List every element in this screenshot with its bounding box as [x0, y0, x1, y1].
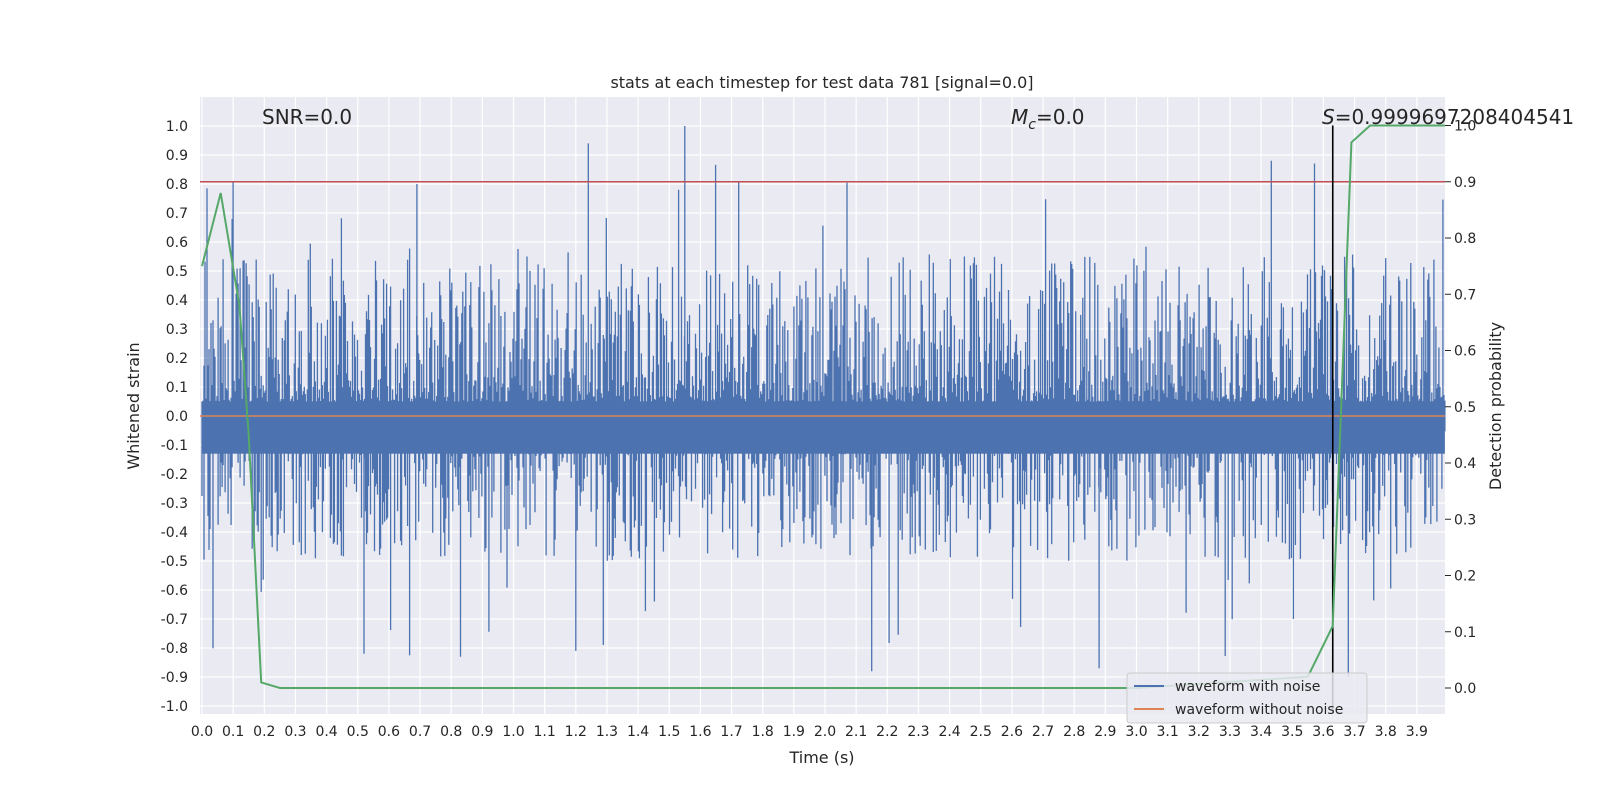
y-tick-label: -0.8 — [161, 641, 188, 657]
y2-tick-label: 0.3 — [1454, 512, 1476, 528]
x-tick-label: 3.6 — [1312, 724, 1334, 740]
y-tick-label: -0.9 — [161, 670, 188, 686]
waveform-with-noise-core — [202, 407, 1445, 454]
y-tick-label: 0.5 — [166, 264, 188, 280]
x-tick-label: 0.9 — [471, 724, 493, 740]
x-tick-label: 3.7 — [1343, 724, 1365, 740]
x-tick-label: 0.3 — [284, 724, 306, 740]
y-tick-label: -0.2 — [161, 467, 188, 483]
x-tick-label: 2.2 — [876, 724, 898, 740]
y-tick-label: 0.9 — [166, 148, 188, 164]
y-tick-label: -0.3 — [161, 496, 188, 512]
y-tick-label: -0.7 — [161, 612, 188, 628]
x-tick-label: 2.6 — [1001, 724, 1023, 740]
y-tick-label: 0.6 — [166, 235, 188, 251]
x-tick-label: 2.0 — [814, 724, 836, 740]
y-tick-label: 0.1 — [166, 380, 188, 396]
x-tick-label: 1.3 — [596, 724, 618, 740]
x-tick-label: 1.8 — [752, 724, 774, 740]
x-axis-label: Time (s) — [788, 748, 854, 767]
y-tick-label: -0.5 — [161, 554, 188, 570]
x-tick-label: 3.3 — [1219, 724, 1241, 740]
y2-tick-label: 0.0 — [1454, 681, 1476, 697]
x-tick-label: 1.2 — [565, 724, 587, 740]
y2-tick-label: 0.9 — [1454, 175, 1476, 191]
legend-label-clean: waveform without noise — [1175, 702, 1343, 718]
x-tick-label: 2.9 — [1094, 724, 1116, 740]
y-tick-label: 0.4 — [166, 293, 188, 309]
x-tick-label: 2.3 — [907, 724, 929, 740]
waveform-with-noise-series — [201, 126, 1446, 677]
s-symbol: S — [1322, 105, 1335, 129]
x-tick-label: 2.5 — [970, 724, 992, 740]
x-tick-label: 2.8 — [1063, 724, 1085, 740]
x-tick-label: 1.9 — [783, 724, 805, 740]
x-tick-label: 0.0 — [191, 724, 213, 740]
y2-tick-label: 0.4 — [1454, 456, 1476, 472]
y-tick-labels: 1.0 0.9 0.8 0.7 0.6 0.5 0.4 0.3 0.2 0.1 0.0 -0.1 -0.… — [161, 119, 188, 715]
mc-symbol: M — [1011, 105, 1028, 129]
snr-annotation: SNR=0.0 — [262, 105, 352, 129]
y2-tick-labels: 1.0 0.9 0.8 0.7 0.6 0.5 0.4 0.3 0.2 0.1 0.0 — [1445, 119, 1476, 697]
s-value: =0.9999697208404541 — [1335, 105, 1574, 129]
x-tick-label: 2.4 — [938, 724, 960, 740]
y-tick-label: -0.4 — [161, 525, 188, 541]
detection-probability-line — [201, 124, 1445, 689]
y-tick-label: 0.2 — [166, 351, 188, 367]
legend-label-noise: waveform with noise — [1175, 679, 1320, 695]
legend-box — [1126, 672, 1368, 724]
x-tick-label: 1.0 — [502, 724, 524, 740]
x-tick-label: 0.7 — [409, 724, 431, 740]
y-tick-label: 0.3 — [166, 322, 188, 338]
y2-tick-label: 0.1 — [1454, 625, 1476, 641]
x-tick-label: 1.7 — [720, 724, 742, 740]
x-tick-label: 3.4 — [1250, 724, 1272, 740]
x-tick-labels: 0.0 0.1 0.2 0.3 0.4 0.5 0.6 0.7 0.8 0.9 1.0 1.1 1.2 1… — [191, 724, 1428, 740]
x-tick-label: 1.5 — [658, 724, 680, 740]
x-tick-label: 1.4 — [627, 724, 649, 740]
x-tick-label: 3.1 — [1157, 724, 1179, 740]
x-tick-label: 0.5 — [347, 724, 369, 740]
x-tick-label: 1.1 — [534, 724, 556, 740]
y2-axis-label: Detection probability — [1486, 322, 1505, 490]
y-tick-label: -1.0 — [161, 699, 188, 715]
y2-tick-label: 0.2 — [1454, 569, 1476, 585]
y2-tick-label: 0.8 — [1454, 231, 1476, 247]
x-tick-label: 1.6 — [689, 724, 711, 740]
chart-title: stats at each timestep for test data 781… — [610, 73, 1033, 92]
y-tick-label: 0.7 — [166, 206, 188, 222]
s-annotation: S=0.9999697208404541 — [1322, 105, 1574, 129]
x-tick-label: 0.8 — [440, 724, 462, 740]
y2-tick-label: 0.6 — [1454, 344, 1476, 360]
x-tick-label: 0.6 — [378, 724, 400, 740]
mc-annotation: Mc=0.0 — [1011, 105, 1085, 133]
x-tick-label: 3.5 — [1281, 724, 1303, 740]
y-tick-label: 1.0 — [166, 119, 188, 135]
mc-subscript: c — [1028, 117, 1036, 133]
y2-tick-label: 0.5 — [1454, 400, 1476, 416]
y-tick-label: -0.1 — [161, 438, 188, 454]
y2-tick-label: 0.7 — [1454, 287, 1476, 303]
x-tick-label: 2.1 — [845, 724, 867, 740]
y2-tick-label: 1.0 — [1454, 119, 1476, 135]
y-tick-label: 0.8 — [166, 177, 188, 193]
y-tick-label: 0.0 — [166, 409, 188, 425]
x-tick-label: 3.0 — [1125, 724, 1147, 740]
x-tick-label: 3.2 — [1188, 724, 1210, 740]
x-tick-label: 3.8 — [1375, 724, 1397, 740]
y-tick-label: -0.6 — [161, 583, 188, 599]
mc-value: =0.0 — [1036, 105, 1085, 129]
x-tick-label: 2.7 — [1032, 724, 1054, 740]
y-axis-label: Whitened strain — [124, 342, 143, 469]
x-tick-label: 0.1 — [222, 724, 244, 740]
x-tick-label: 0.2 — [253, 724, 275, 740]
x-tick-label: 3.9 — [1406, 724, 1428, 740]
legend: waveform with noise waveform without noi… — [1126, 672, 1368, 724]
x-tick-label: 0.4 — [315, 724, 337, 740]
